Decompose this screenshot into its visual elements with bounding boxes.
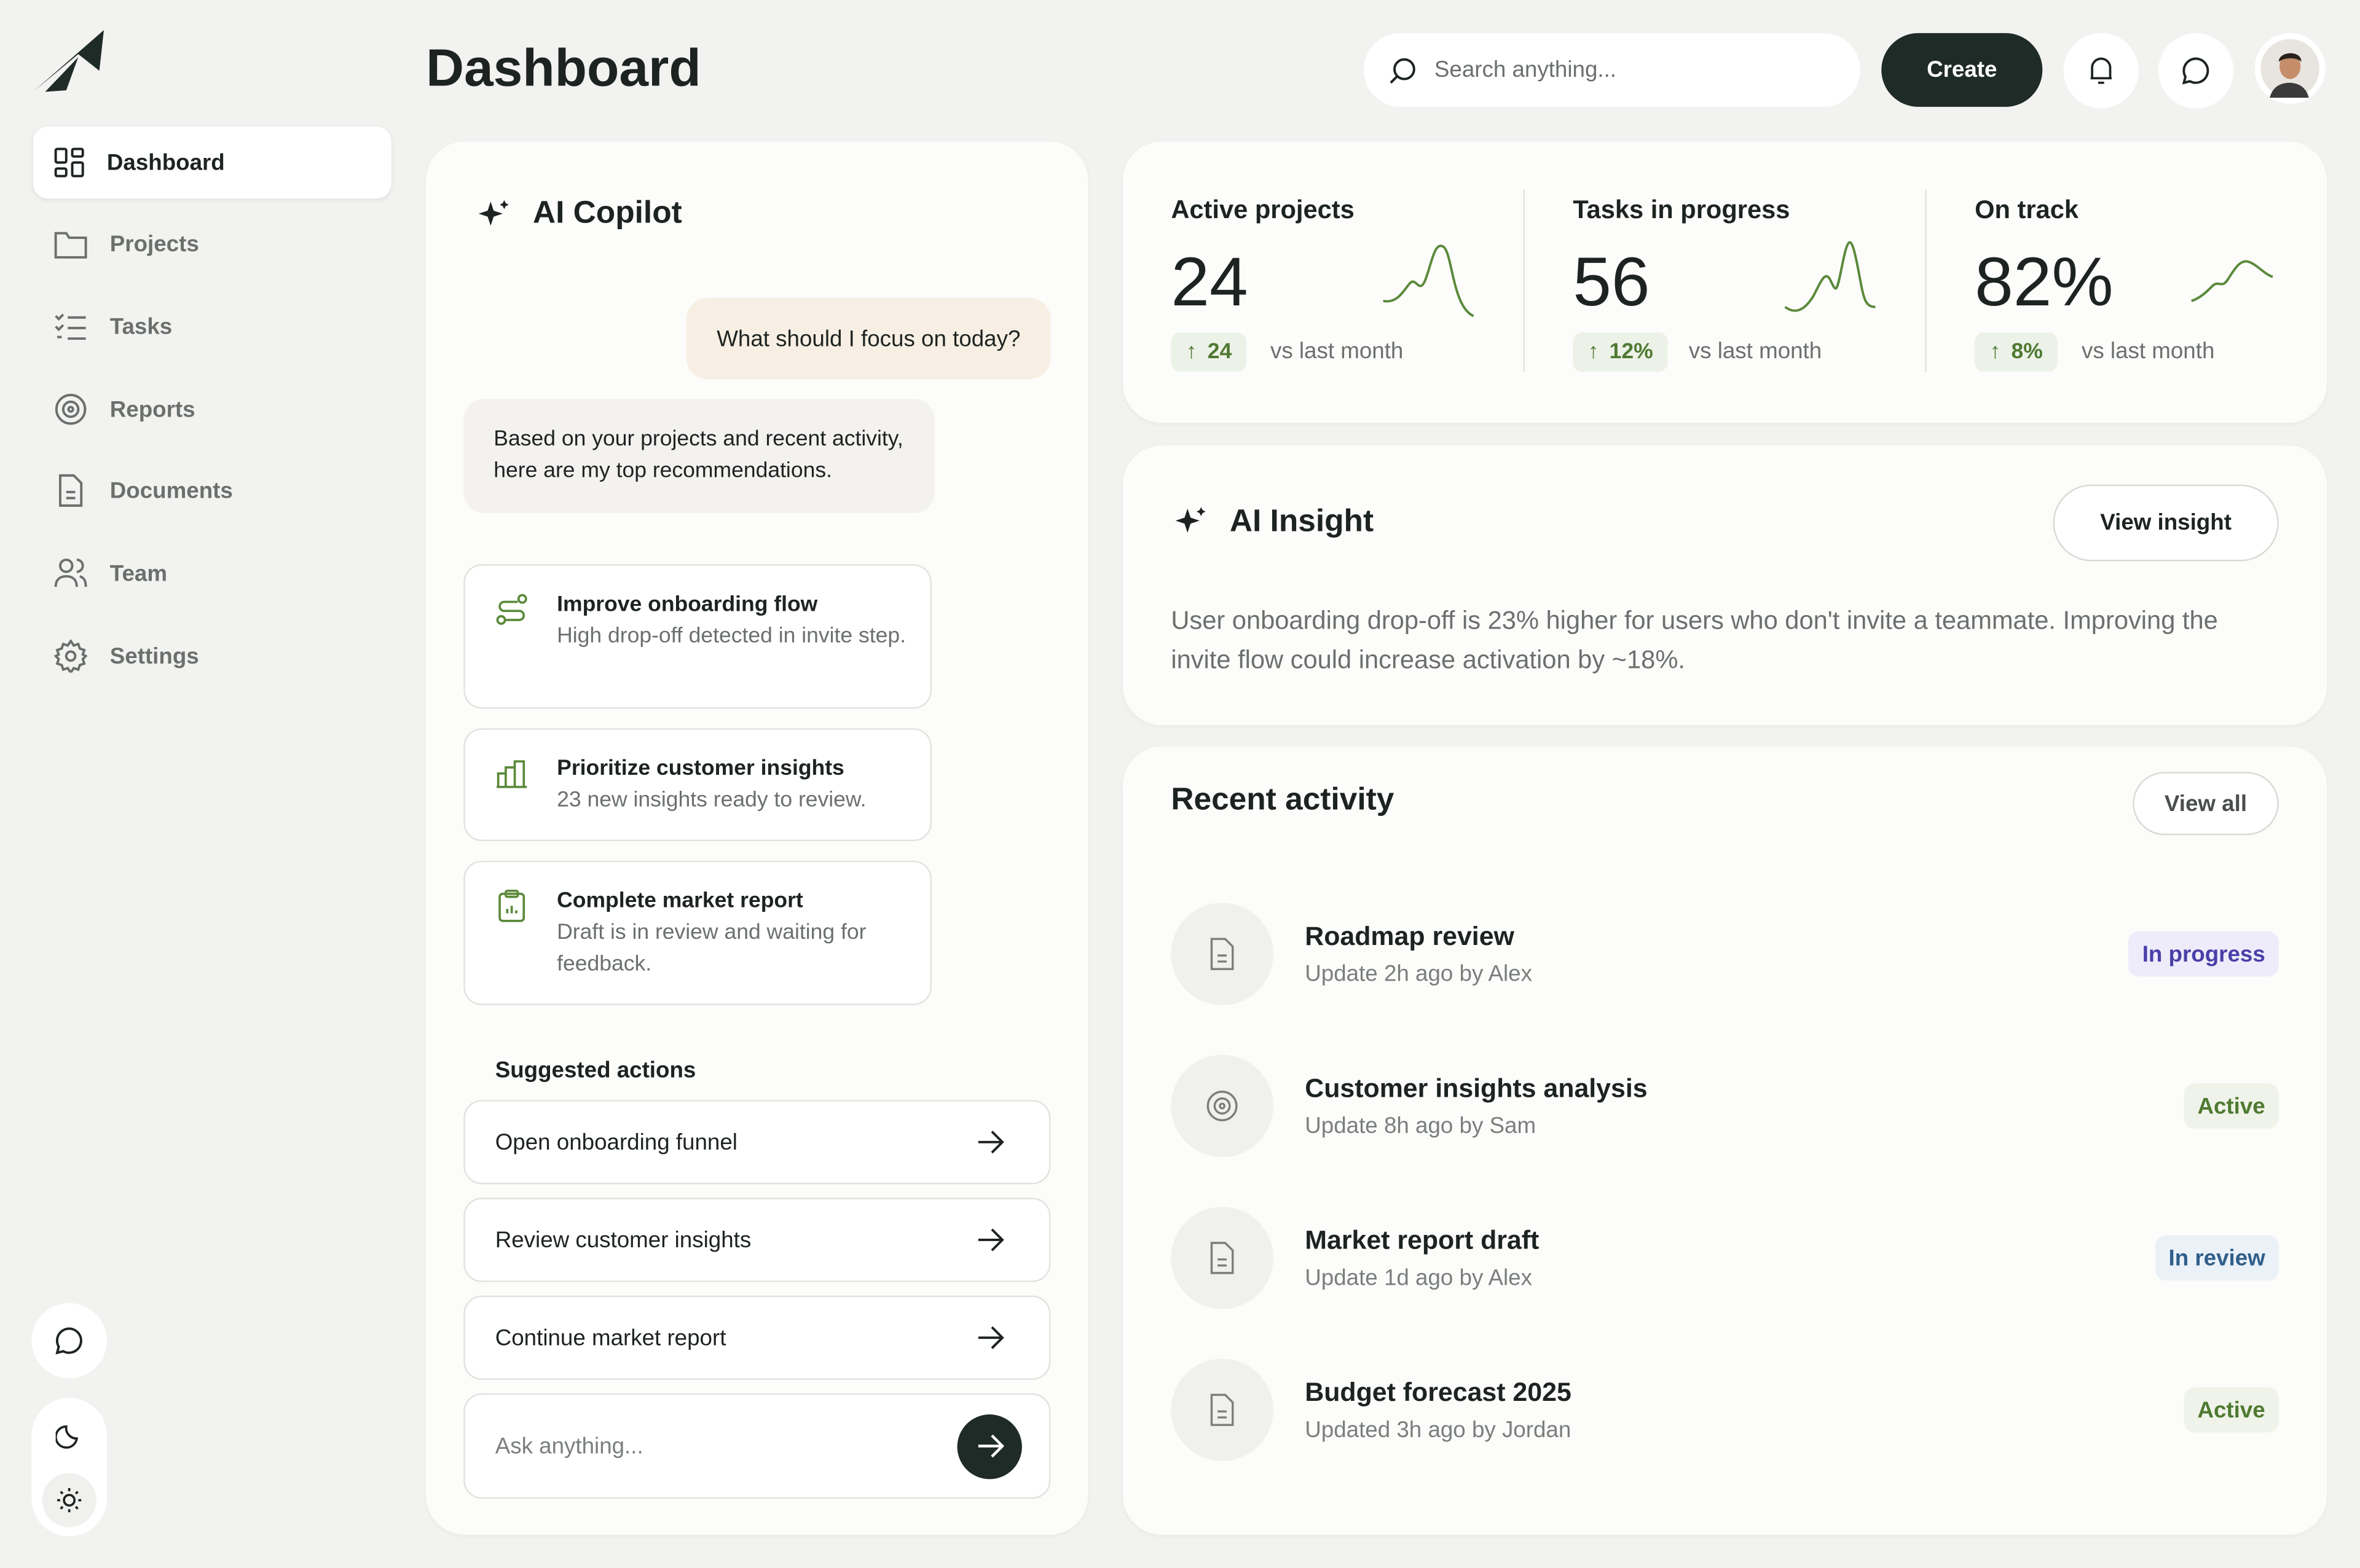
activity-title: Recent activity [1171,782,1394,817]
logo [33,29,104,92]
suggested-title: Suggested actions [495,1057,696,1084]
recommendation-detail: High drop-off detected in invite step. [557,624,906,649]
activity-item-title: Market report draft [1305,1225,1540,1255]
recommendation-detail: 23 new insights ready to review. [557,788,867,813]
nav-label: Team [109,560,168,586]
action-label: Review customer insights [495,1227,752,1253]
input-placeholder: Ask anything... [495,1433,643,1459]
stat-change: ↑ 12% [1573,332,1669,372]
activity-item-meta: Update 2h ago by Alex [1305,961,1532,987]
copilot-title: AI Copilot [532,195,682,230]
action-label: Continue market report [495,1325,726,1350]
recommendation-title: Improve onboarding flow [557,592,818,617]
activity-item-title: Budget forecast 2025 [1305,1376,1571,1407]
stat-label: Active projects [1171,195,1355,224]
nav-label: Reports [109,396,195,422]
ask-input[interactable]: Ask anything... [463,1393,1051,1499]
activity-item-meta: Update 8h ago by Sam [1305,1113,1536,1139]
activity-item[interactable]: Market report draft Update 1d ago by Alex… [1171,1207,2279,1312]
insight-text: User onboarding drop-off is 23% higher f… [1171,606,2218,675]
activity-item[interactable]: Budget forecast 2025 Updated 3h ago by Jo… [1171,1358,2279,1464]
status-badge: In review [2155,1235,2279,1281]
view-all-button[interactable]: View all [2133,772,2279,836]
status-badge: Active [2184,1387,2279,1433]
suggested-action[interactable]: Continue market report [463,1295,1051,1380]
sparkline [2191,260,2273,302]
stat: On track 82% ↑ 8% vs last month [1927,141,2329,423]
insight-card: AI Insight View insight User onboarding … [1122,445,2327,726]
notifications-button[interactable] [2063,33,2139,109]
nav-label: Settings [109,643,199,669]
nav-item[interactable]: Documents [33,455,391,527]
nav-item[interactable]: Settings [33,620,391,692]
activity-item-title: Customer insights analysis [1305,1073,1648,1103]
sparkline [1784,241,1876,312]
messages-button[interactable] [2158,33,2234,109]
nav-item[interactable]: Projects [33,208,391,280]
nav-label: Projects [109,230,199,257]
sparkline [1383,245,1474,318]
nav-label: Documents [109,477,233,504]
activity-item[interactable]: Roadmap review Update 2h ago by Alex In pr… [1171,903,2279,1008]
recommendation-title: Complete market report [557,889,803,914]
search-box[interactable]: Search anything... [1363,33,1860,107]
nav-item[interactable]: Reports [33,373,391,445]
stat-change: ↑ 24 [1171,332,1247,372]
action-label: Open onboarding funnel [495,1129,738,1155]
stats-card: Active projects 24 ↑ 24 vs last month Tas… [1122,141,2329,423]
stat-change: ↑ 8% [1975,332,2058,372]
stat: Tasks in progress 56 ↑ 12% vs last month [1525,141,1927,423]
nav-label: Tasks [109,313,173,340]
avatar[interactable] [2254,33,2326,104]
stat-change-value: 24 [1207,340,1232,364]
suggested-action[interactable]: Review customer insights [463,1198,1051,1282]
stat-change-value: 12% [1609,340,1653,364]
activity-item-title: Roadmap review [1305,920,1514,951]
stat-change-value: 8% [2011,340,2043,364]
activity-item-meta: Updated 3h ago by Jordan [1305,1417,1571,1443]
recommendation[interactable]: Prioritize customer insights 23 new insig… [463,728,932,841]
stat-note: vs last month [1270,339,1404,364]
suggested-action[interactable]: Open onboarding funnel [463,1100,1051,1185]
recommendation-title: Prioritize customer insights [557,756,844,782]
stat-value: 56 [1573,242,1650,321]
nav-label: Dashboard [106,149,225,176]
status-badge: Active [2184,1083,2279,1129]
insight-title: AI Insight [1229,504,1374,539]
search-placeholder: Search anything... [1434,57,1617,83]
recommendation[interactable]: Improve onboarding flow High drop-off det… [463,564,932,709]
nav-item[interactable]: Dashboard [33,126,391,199]
user-message: What should I focus on today? [686,297,1051,380]
assistant-message: Based on your projects and recent activi… [463,398,935,514]
nav-item[interactable]: Team [33,537,391,610]
stat-label: Tasks in progress [1573,195,1790,224]
recommendation[interactable]: Complete market report Draft is in review… [463,860,932,1005]
send-button[interactable] [957,1413,1022,1479]
recommendation-detail: Draft is in review and waiting for feedb… [557,920,867,977]
theme-toggle[interactable] [31,1398,107,1537]
create-button[interactable]: Create [1881,33,2043,107]
nav-item[interactable]: Tasks [33,291,391,363]
stat-value: 82% [1975,242,2114,321]
page-title: Dashboard [426,39,701,98]
view-insight-button[interactable]: View insight [2053,484,2279,562]
stat: Active projects 24 ↑ 24 vs last month [1123,141,1525,423]
stat-value: 24 [1171,242,1248,321]
activity-item-meta: Update 1d ago by Alex [1305,1265,1532,1292]
activity-card: Recent activity View all Roadmap review U… [1122,746,2327,1535]
stat-note: vs last month [1688,339,1822,364]
copilot-card: AI Copilot What should I focus on today?… [426,141,1088,1535]
activity-item[interactable]: Customer insights analysis Update 8h ago … [1171,1054,2279,1160]
stat-note: vs last month [2081,339,2215,364]
chat-button[interactable] [31,1303,107,1379]
stat-label: On track [1975,195,2079,224]
status-badge: In progress [2128,931,2279,977]
